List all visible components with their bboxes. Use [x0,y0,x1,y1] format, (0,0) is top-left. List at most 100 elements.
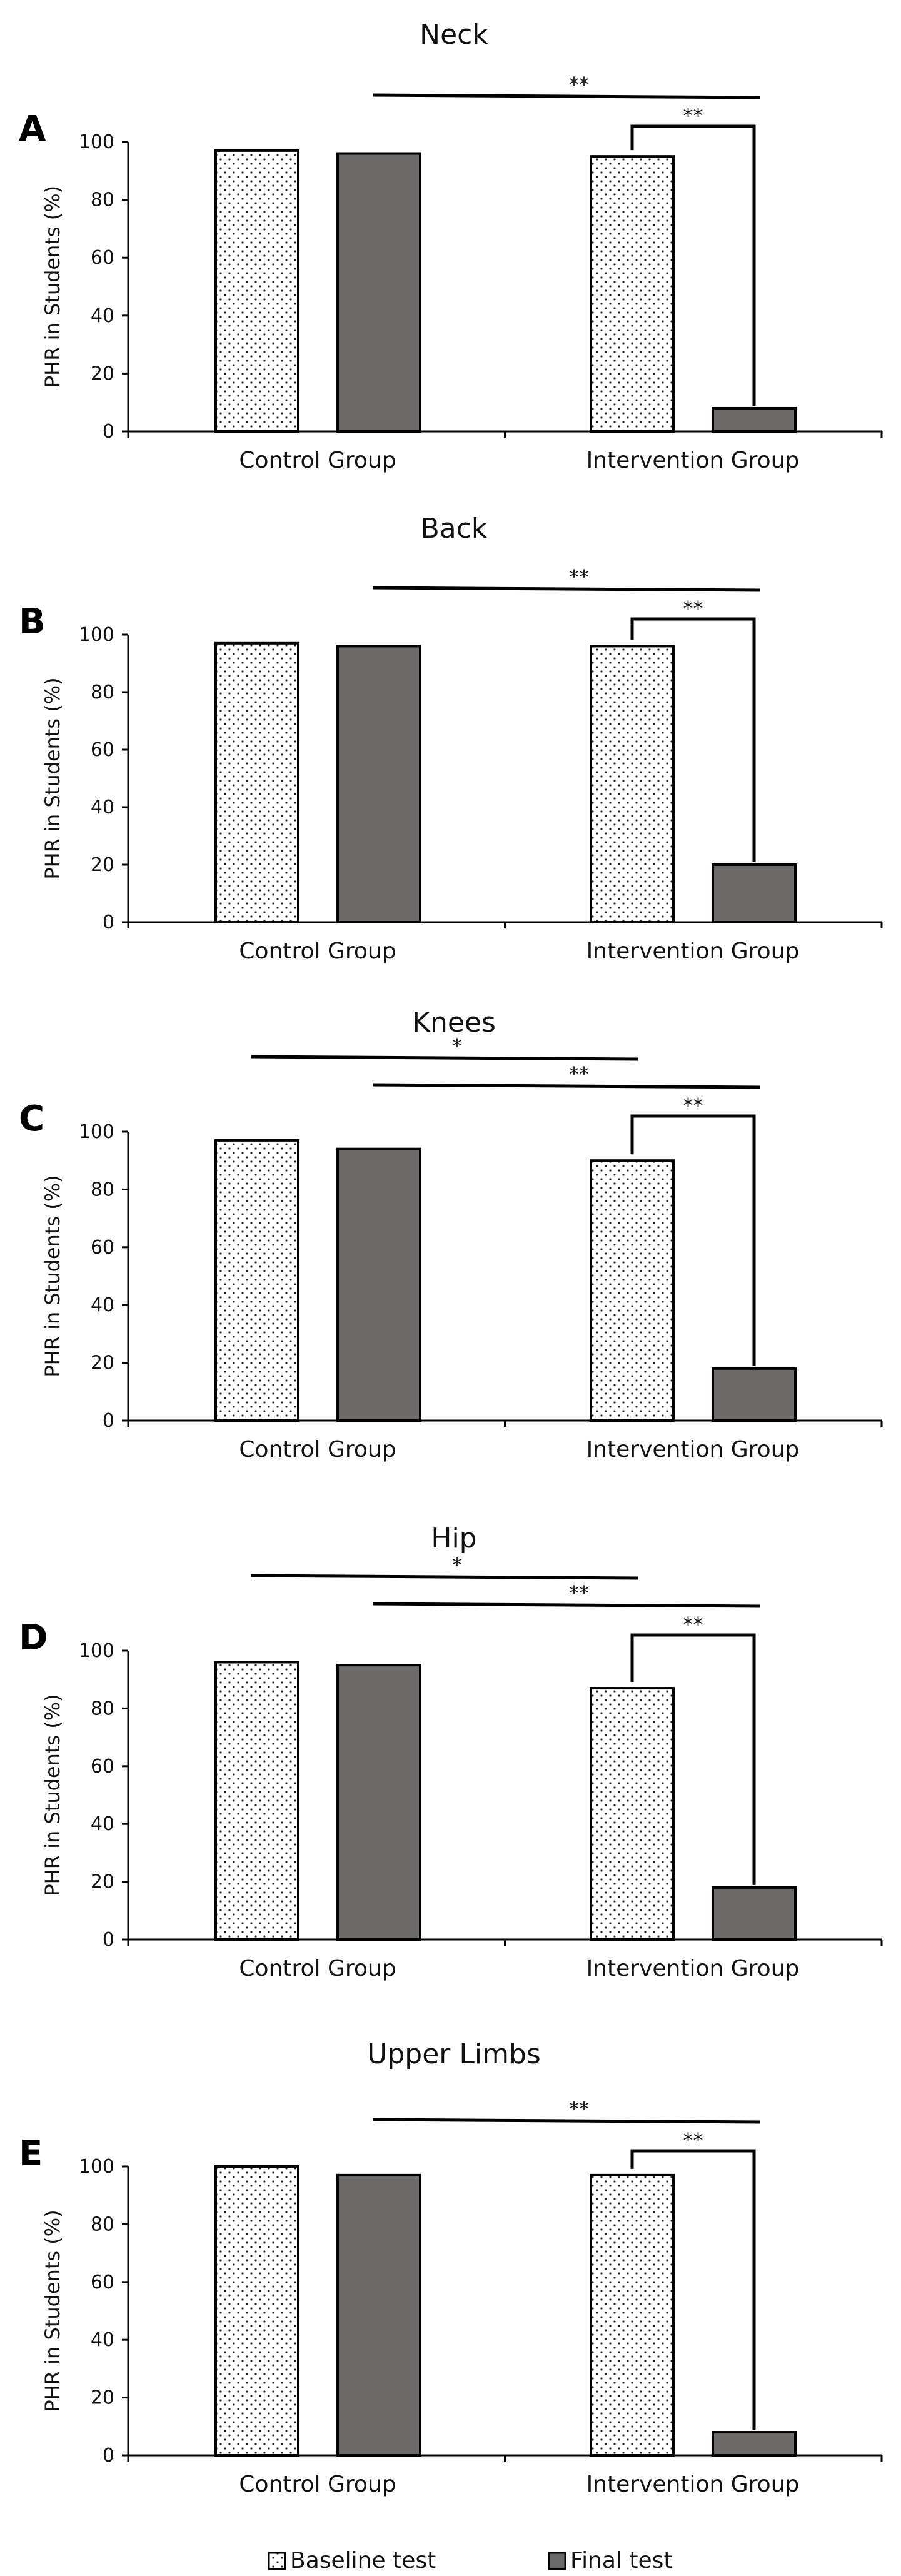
chart-panel-b: Back B 0 20 40 60 80 100 PHR in Students (%) Cont… [19,513,883,964]
significance-label: ** [569,565,589,589]
panel-letter: C [19,1099,44,1139]
y-tick-label: 60 [91,247,114,269]
legend-label-final: Final test [570,2548,673,2573]
significance-label: ** [569,1062,589,1086]
significance-label: ** [683,104,703,128]
y-tick-label: 60 [91,1756,114,1778]
y-tick-label: 100 [79,2156,114,2178]
significance-bracket [630,617,756,862]
significance-line [372,586,761,592]
y-tick-label: 80 [91,1179,114,1200]
y-axis-label: PHR in Students (%) [41,1175,64,1377]
panel-letter: B [19,601,46,642]
x-category-label: Control Group [239,2472,396,2497]
bar-baseline-intervention [590,645,675,924]
bar-final-intervention [712,2431,797,2457]
bar-final-control [336,1664,421,1941]
chart-panel-a: Neck A 0 20 40 60 80 100 PHR in Students (%) Cont… [19,19,883,473]
significance-label: * [452,1034,462,1058]
y-axis-label: PHR in Students (%) [41,677,64,879]
panels: Neck A 0 20 40 60 80 100 PHR in Students (%) Cont… [19,19,883,2497]
significance-bracket [630,124,756,406]
chart-title: Hip [431,1522,476,1554]
y-tick-label: 100 [79,1640,114,1662]
x-category-label: Control Group [239,1956,396,1981]
y-tick-label: 80 [91,189,114,211]
bar-baseline-control [214,149,299,433]
bar-baseline-intervention [590,1159,675,1422]
bar-baseline-intervention [590,155,675,433]
y-axis-label: PHR in Students (%) [41,186,64,388]
chart-title: Back [421,513,488,545]
significance-line [372,93,761,99]
y-tick-label: 20 [91,2387,114,2409]
panel-letter: A [19,109,46,149]
y-tick-label: 40 [91,305,114,327]
bar-final-control [336,152,421,433]
y-axis-label: PHR in Students (%) [41,1694,64,1896]
y-tick-label: 40 [91,1813,114,1835]
bar-baseline-control [214,1139,299,1422]
x-category-label: Intervention Group [586,938,800,964]
panel-letter: E [19,2133,43,2174]
bar-final-control [336,2173,421,2457]
bar-final-control [336,645,421,924]
bar-baseline-intervention [590,1687,675,1941]
chart-panel-d: Hip D 0 20 40 60 80 100 PHR in Students (%) Contr… [19,1522,883,1981]
significance-line [372,1083,761,1089]
y-tick-label: 40 [91,797,114,818]
y-tick-label: 40 [91,1294,114,1316]
x-category-label: Intervention Group [586,1437,800,1462]
significance-label: ** [569,73,589,96]
legend-swatch-baseline [268,2552,286,2570]
y-tick-label: 100 [79,1121,114,1143]
significance-label: ** [569,2097,589,2121]
bar-final-intervention [712,406,797,433]
significance-label: ** [569,1581,589,1605]
chart-panel-c: Knees C 0 20 40 60 80 100 PHR in Students (%) Con… [19,1007,883,1462]
y-tick-label: 20 [91,1871,114,1893]
y-tick-label: 60 [91,1237,114,1259]
bar-final-intervention [712,1367,797,1422]
significance-bracket [630,2149,756,2430]
legend-swatch-final [548,2552,566,2570]
chart-title: Neck [420,19,488,51]
y-tick-label: 100 [79,624,114,646]
y-tick-label: 0 [103,421,114,443]
y-tick-label: 0 [103,1929,114,1951]
significance-line [250,1055,639,1061]
bar-baseline-control [214,2165,299,2457]
significance-bracket [630,1633,756,1885]
y-tick-label: 100 [79,131,114,153]
bar-final-control [336,1147,421,1422]
bar-final-intervention [712,1886,797,1941]
y-tick-label: 40 [91,2329,114,2351]
significance-bracket [630,1114,756,1366]
bar-baseline-control [214,641,299,924]
x-category-label: Control Group [239,448,396,473]
y-tick-label: 80 [91,1698,114,1719]
bar-baseline-control [214,1661,299,1941]
chart-title: Knees [412,1007,496,1039]
y-tick-label: 60 [91,739,114,761]
panel-letter: D [19,1618,48,1658]
significance-line [372,2118,761,2124]
significance-label: * [452,1553,462,1577]
chart-title: Upper Limbs [367,2038,541,2070]
significance-line [250,1574,639,1580]
y-tick-label: 0 [103,1410,114,1432]
x-category-label: Control Group [239,1437,396,1462]
x-category-label: Control Group [239,938,396,964]
significance-label: ** [683,1094,703,1117]
y-tick-label: 80 [91,2213,114,2235]
chart-panel-e: Upper Limbs E 0 20 40 60 80 100 PHR in Students … [19,2038,883,2497]
y-tick-label: 0 [103,2445,114,2467]
y-tick-label: 0 [103,912,114,933]
y-tick-label: 20 [91,1352,114,1374]
bar-baseline-intervention [590,2173,675,2457]
y-tick-label: 80 [91,682,114,703]
significance-label: ** [683,596,703,620]
y-axis-label: PHR in Students (%) [41,2210,64,2412]
significance-label: ** [683,1613,703,1636]
